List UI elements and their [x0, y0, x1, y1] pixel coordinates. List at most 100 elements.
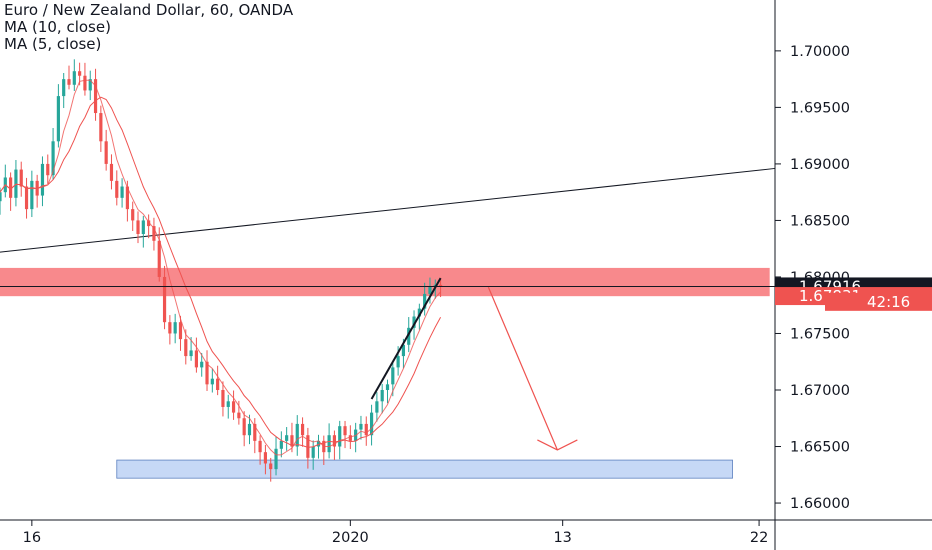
candle-body	[231, 401, 236, 413]
y-tick-label: 1.69500	[790, 100, 850, 116]
resistance-zone[interactable]	[0, 267, 770, 297]
candle-body	[247, 423, 252, 436]
candle-body	[125, 186, 129, 210]
candle-body	[237, 412, 241, 419]
y-tick-label: 1.66500	[790, 440, 850, 456]
indicator-ma10[interactable]: MA (10, close)	[4, 18, 111, 36]
candle-body	[348, 435, 352, 441]
candle-body	[109, 163, 114, 181]
candle-body	[285, 435, 289, 441]
candle-body	[380, 390, 384, 402]
candle-body	[258, 440, 262, 453]
candle-body	[51, 141, 55, 176]
candle-body	[311, 446, 315, 458]
candle-body	[428, 286, 432, 294]
y-tick-label: 1.67500	[790, 326, 850, 342]
candle-body	[263, 452, 268, 464]
candle-body	[417, 308, 421, 317]
candle-body	[338, 426, 342, 447]
candle-body	[242, 418, 246, 436]
candle-body	[152, 226, 156, 241]
candle-body	[300, 423, 305, 436]
candle-body	[83, 75, 87, 91]
projection-arrow-head	[537, 439, 578, 451]
candle-body	[173, 322, 177, 334]
candle-body	[396, 356, 400, 368]
candle-body	[306, 435, 310, 458]
candle-body	[290, 435, 294, 447]
chart-legend: Euro / New Zealand Dollar, 60, OANDA MA …	[4, 2, 293, 53]
projection-arrow[interactable]	[487, 286, 558, 451]
candle-body	[391, 367, 395, 385]
candle-body	[343, 426, 347, 436]
candle-body	[412, 316, 416, 328]
candle-body	[136, 220, 140, 234]
candle-body	[30, 180, 34, 210]
candle-body	[19, 169, 23, 187]
candle-body	[189, 350, 193, 357]
candle-body	[385, 384, 390, 390]
candle-body	[423, 293, 427, 309]
candle-body	[46, 163, 50, 176]
candle-body	[56, 96, 60, 142]
candle-body	[221, 390, 225, 407]
ma5-line	[0, 79, 441, 456]
candle-body	[359, 423, 363, 430]
candle-body	[120, 186, 124, 198]
candle-body	[157, 240, 161, 277]
candle-body	[9, 177, 13, 198]
candle-body	[332, 435, 337, 447]
candle-body	[279, 440, 283, 449]
candle-body	[104, 141, 108, 164]
candle-body	[147, 220, 151, 227]
candle-body	[72, 71, 76, 85]
candle-body	[168, 322, 172, 334]
y-tick-label: 1.68500	[790, 213, 850, 229]
candle-body	[401, 344, 406, 357]
candle-body	[269, 463, 273, 470]
y-tick-label: 1.70000	[790, 44, 850, 60]
candle-body	[274, 448, 278, 470]
candle-body	[93, 79, 98, 114]
y-tick-label: 1.67000	[790, 383, 850, 399]
candle-body	[205, 361, 209, 385]
support-zone[interactable]	[116, 459, 733, 479]
candle-body	[375, 401, 379, 413]
candle-body	[216, 378, 220, 390]
candle-body	[327, 435, 331, 453]
candle-body	[295, 423, 299, 447]
ma10-line	[0, 96, 442, 448]
candle-body	[316, 440, 321, 447]
candle-body	[88, 79, 92, 91]
candle-body	[24, 186, 29, 210]
bar-countdown-label: 42:16	[867, 293, 910, 311]
candle-body	[162, 276, 167, 323]
indicator-ma5[interactable]: MA (5, close)	[4, 35, 102, 53]
trend-line[interactable]	[0, 167, 776, 253]
candle-body	[115, 180, 119, 198]
candle-body	[194, 350, 198, 368]
chart-title[interactable]: Euro / New Zealand Dollar, 60, OANDA	[4, 1, 294, 19]
uptrend-line[interactable]	[370, 277, 442, 400]
candle-body	[78, 71, 82, 76]
x-tick-label: 16	[23, 530, 41, 546]
y-tick-label: 1.66000	[790, 496, 850, 512]
candle-body	[67, 79, 71, 85]
candle-body	[438, 284, 443, 286]
candle-body	[178, 322, 183, 340]
x-tick-label: 22	[750, 530, 768, 546]
candle-body	[369, 412, 374, 436]
x-tick-label: 13	[553, 530, 571, 546]
candle-body	[99, 113, 103, 142]
y-tick-label: 1.69000	[790, 157, 850, 173]
candle-body	[40, 163, 45, 196]
candle-body	[184, 339, 188, 357]
candle-body	[141, 220, 145, 234]
candle-body	[364, 423, 368, 436]
candle-body	[200, 361, 204, 368]
candle-body	[253, 423, 257, 441]
candle-body	[407, 327, 411, 345]
candle-body	[14, 169, 18, 198]
